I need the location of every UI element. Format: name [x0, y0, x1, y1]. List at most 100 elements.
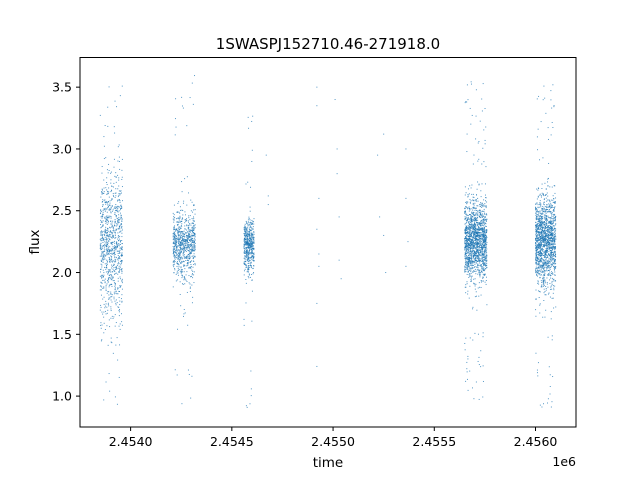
data-point — [535, 210, 537, 212]
data-point — [472, 244, 474, 246]
data-point — [475, 252, 477, 254]
data-point — [472, 203, 474, 205]
data-point — [117, 250, 119, 252]
data-point — [480, 239, 482, 241]
data-point — [549, 270, 551, 272]
data-point — [475, 259, 477, 261]
data-point — [119, 200, 121, 202]
data-point — [476, 256, 478, 258]
data-point — [474, 239, 476, 241]
data-point — [115, 242, 117, 244]
data-point — [250, 221, 252, 223]
data-point — [464, 238, 466, 240]
data-point — [478, 226, 480, 228]
data-point — [120, 216, 122, 218]
data-point — [101, 231, 103, 233]
data-point — [186, 236, 188, 238]
data-point — [121, 282, 123, 284]
data-point — [537, 246, 539, 248]
data-point — [178, 249, 180, 251]
data-point — [180, 262, 182, 264]
data-point — [243, 274, 245, 276]
data-point — [102, 256, 104, 258]
data-point — [478, 257, 480, 259]
data-point — [478, 141, 480, 143]
data-point — [544, 280, 546, 282]
data-point — [478, 272, 480, 274]
data-point — [464, 232, 466, 234]
data-point — [181, 223, 183, 225]
data-point — [539, 241, 541, 243]
data-point — [179, 261, 181, 263]
data-point — [468, 228, 470, 230]
data-point — [194, 236, 196, 238]
data-point — [247, 222, 249, 224]
data-point — [112, 253, 114, 255]
data-point — [113, 253, 115, 255]
data-point — [550, 244, 552, 246]
data-point — [468, 221, 470, 223]
data-point — [175, 218, 177, 220]
data-point — [470, 250, 472, 252]
data-point — [244, 240, 246, 242]
data-point — [116, 302, 118, 304]
data-point — [251, 222, 253, 224]
data-point — [537, 128, 539, 130]
data-point — [546, 246, 548, 248]
data-point — [109, 227, 111, 229]
data-point — [468, 263, 470, 265]
data-point — [120, 264, 122, 266]
data-point — [102, 276, 104, 278]
data-point — [112, 227, 114, 229]
data-point — [185, 247, 187, 249]
data-point — [477, 240, 479, 242]
data-point — [109, 209, 111, 211]
data-point — [111, 271, 113, 273]
data-point — [479, 214, 481, 216]
data-point — [176, 240, 178, 242]
data-point — [183, 238, 185, 240]
data-point — [479, 258, 481, 260]
data-point — [244, 268, 246, 270]
data-point — [243, 245, 245, 247]
data-point — [121, 268, 123, 270]
data-point — [249, 256, 251, 258]
data-point — [108, 373, 110, 375]
data-point — [117, 228, 119, 230]
data-point — [175, 252, 177, 254]
data-point — [473, 253, 475, 255]
data-point — [477, 214, 479, 216]
data-point — [485, 207, 487, 209]
data-point — [119, 300, 121, 302]
data-point — [100, 232, 102, 234]
data-point — [114, 237, 116, 239]
data-point — [253, 252, 255, 254]
data-point — [539, 216, 541, 218]
data-point — [109, 250, 111, 252]
data-point — [539, 228, 541, 230]
data-point — [542, 251, 544, 253]
data-point — [473, 241, 474, 243]
data-point — [481, 183, 483, 185]
data-point — [544, 272, 546, 274]
data-point — [468, 227, 470, 229]
data-point — [545, 210, 547, 212]
data-point — [466, 229, 468, 231]
data-point — [484, 234, 486, 236]
data-point — [473, 258, 475, 260]
data-point — [177, 224, 179, 226]
data-point — [477, 260, 479, 262]
data-point — [552, 279, 554, 281]
data-point — [470, 244, 472, 246]
data-point — [111, 276, 113, 278]
data-point — [546, 243, 548, 245]
data-point — [253, 242, 255, 244]
data-point — [550, 212, 552, 214]
data-point — [249, 238, 251, 240]
data-point — [482, 234, 484, 236]
data-point — [471, 218, 473, 220]
data-point — [180, 244, 182, 246]
data-point — [250, 274, 252, 276]
data-point — [104, 235, 106, 237]
data-point — [471, 257, 473, 259]
